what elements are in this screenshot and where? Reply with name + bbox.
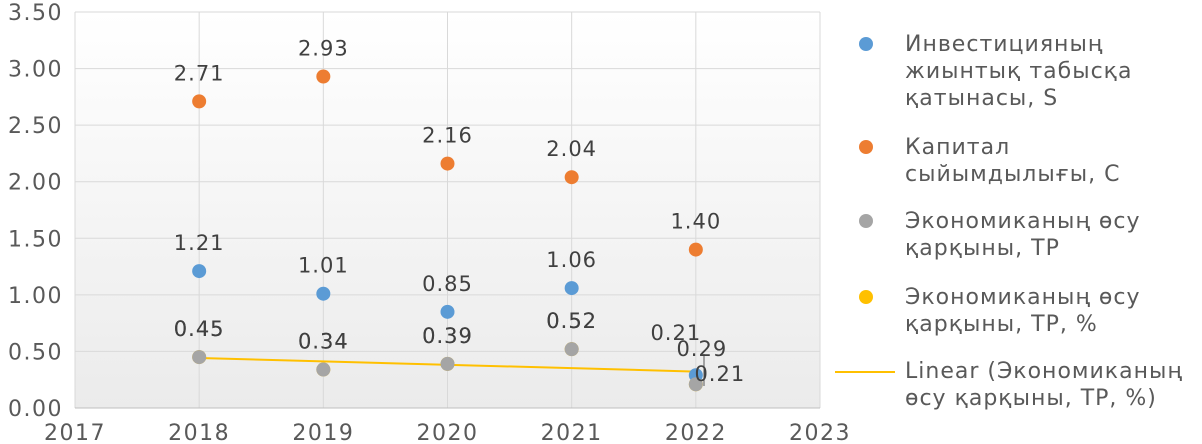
point-tp-2020 — [440, 356, 455, 371]
data-label-tp-2021: 0.52 — [546, 309, 597, 333]
legend-label-trendline: Linear (Экономиканың өсу қарқыны, TP, %) — [905, 359, 1183, 411]
point-c-2022 — [688, 242, 703, 257]
data-label-s-2022: 0.29 — [676, 337, 727, 361]
legend-marker-tp — [859, 214, 873, 228]
data-label-tp-percent-2021: 0.52 — [546, 309, 597, 333]
legend-marker-tp-percent — [859, 290, 873, 304]
x-tick-label: 2023 — [789, 421, 851, 444]
legend-item-c: Капитал сыйымдылығы, C — [835, 134, 1197, 215]
y-tick-label: 3.00 — [8, 58, 63, 83]
y-tick-label: 1.50 — [8, 227, 63, 252]
legend-trendline-swatch — [835, 371, 895, 373]
data-label-s-2021: 1.06 — [546, 248, 597, 272]
point-c-2018 — [192, 94, 207, 109]
legend-marker-s — [859, 37, 873, 51]
data-label-tp-percent-2018: 0.45 — [174, 317, 225, 341]
point-tp-2019 — [316, 362, 331, 377]
data-label-c-2019: 2.93 — [298, 36, 349, 60]
legend-label-c: Капитал сыйымдылығы, C — [905, 135, 1121, 187]
data-label-tp-percent-2020: 0.39 — [422, 324, 473, 348]
x-tick-label: 2022 — [665, 421, 727, 444]
legend-label-s: Инвестицияның жиынтық табысқа қатынасы, … — [905, 32, 1133, 111]
x-tick-label: 2020 — [417, 421, 479, 444]
legend-label-tp: Экономиканың өсу қарқыны, TP — [905, 209, 1141, 261]
y-tick-label: 3.50 — [8, 1, 63, 26]
point-c-2020 — [440, 156, 455, 171]
y-tick-label: 0.00 — [8, 397, 63, 422]
data-label-c-2018: 2.71 — [174, 61, 225, 85]
point-s-2018 — [192, 264, 207, 279]
x-tick-label: 2019 — [292, 421, 354, 444]
legend-marker-c — [859, 140, 873, 154]
x-tick-label: 2017 — [44, 421, 106, 444]
point-c-2019 — [316, 69, 331, 84]
point-s-2021 — [564, 281, 579, 296]
x-tick-label: 2021 — [541, 421, 603, 444]
data-label-tp-percent-2022: 0.21 — [694, 362, 745, 386]
point-s-2019 — [316, 286, 331, 301]
data-label-tp-2019: 0.34 — [298, 330, 349, 354]
y-axis-ticks: 0.00 0.50 1.00 1.50 2.00 2.50 3.00 3.50 — [8, 1, 63, 422]
y-tick-label: 1.00 — [8, 284, 63, 309]
data-label-tp-2022: 0.21 — [650, 321, 701, 345]
legend-item-s: Инвестицияның жиынтық табысқа қатынасы, … — [835, 31, 1197, 112]
legend-item-trendline: Linear (Экономиканың өсу қарқыны, TP, %) — [835, 358, 1197, 439]
point-tp-2022 — [688, 377, 703, 392]
data-label-c-2021: 2.04 — [546, 137, 597, 161]
legend-item-tp-percent: Экономиканың өсу қарқыны, TP, % — [835, 284, 1197, 365]
legend: Инвестицияның жиынтық табысқа қатынасы, … — [835, 0, 1197, 444]
data-label-tp-2020: 0.39 — [422, 324, 473, 348]
point-tp-2018 — [192, 350, 207, 365]
data-label-s-2020: 0.85 — [422, 272, 473, 296]
data-label-s-2019: 1.01 — [298, 254, 349, 278]
data-label-tp-2018: 0.45 — [174, 317, 225, 341]
y-tick-label: 2.50 — [8, 114, 63, 139]
point-s-2020 — [440, 304, 455, 319]
data-labels-layer: 0.45 0.34 0.39 0.52 0.21 1.21 1.01 0.85 1.06 0.29… — [174, 36, 745, 386]
legend-label-tp-percent: Экономиканың өсу қарқыны, TP, % — [905, 285, 1141, 337]
data-label-tp-percent-2019: 0.34 — [298, 330, 349, 354]
y-tick-label: 0.50 — [8, 340, 63, 365]
points-layer — [192, 69, 703, 392]
y-tick-label: 2.00 — [8, 171, 63, 196]
point-tp-2021 — [564, 342, 579, 357]
data-label-s-2018: 1.21 — [174, 231, 225, 255]
point-c-2021 — [564, 170, 579, 185]
data-label-c-2022: 1.40 — [670, 210, 721, 234]
legend-item-tp: Экономиканың өсу қарқыны, TP — [835, 208, 1197, 289]
x-tick-label: 2018 — [168, 421, 230, 444]
data-label-c-2020: 2.16 — [422, 124, 473, 148]
x-axis-ticks: 2017 2018 2019 2020 2021 2022 2023 — [44, 421, 851, 444]
